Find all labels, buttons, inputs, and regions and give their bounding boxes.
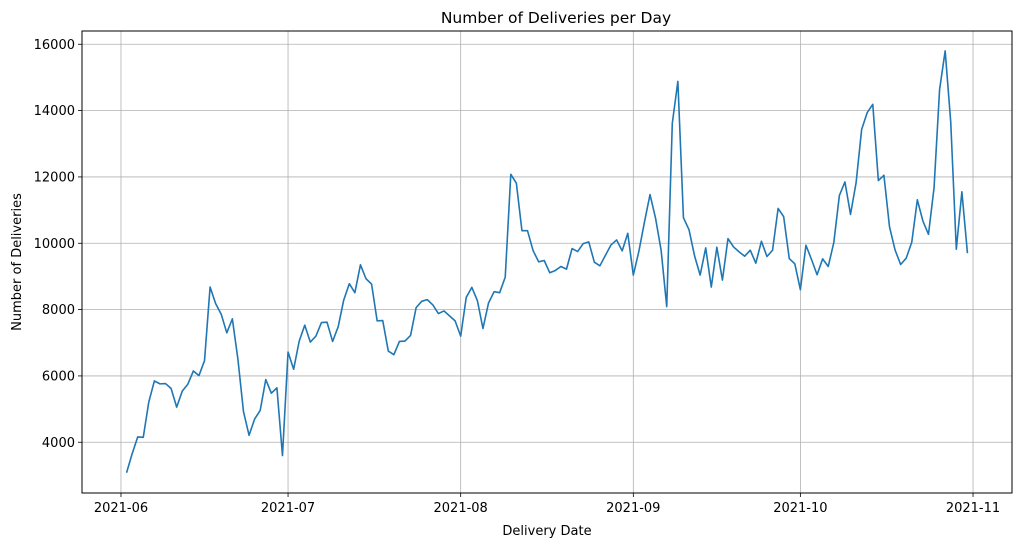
y-tick-label: 4000	[42, 436, 75, 451]
y-tick-label: 16000	[34, 38, 75, 53]
x-tick-label: 2021-11	[946, 501, 1000, 516]
deliveries-line	[125, 50, 969, 473]
y-tick-label: 6000	[42, 369, 75, 384]
x-tick-label: 2021-07	[261, 501, 315, 516]
y-tick-label: 8000	[42, 303, 75, 318]
plot-frame	[81, 30, 1013, 494]
y-tick-label: 12000	[34, 170, 75, 185]
chart-title: Number of Deliveries per Day	[441, 9, 671, 27]
x-axis-title: Delivery Date	[502, 524, 591, 539]
y-axis-ticks: 4000 6000 8000 10000 12000 14000 16000	[34, 38, 82, 451]
grid	[82, 31, 1012, 493]
x-axis-ticks: 2021-06 2021-07 2021-08 2021-09 2021-10 2021-…	[94, 493, 1000, 516]
data-series	[125, 50, 969, 473]
x-tick-label: 2021-09	[606, 501, 660, 516]
y-tick-label: 10000	[34, 237, 75, 252]
x-tick-label: 2021-10	[773, 501, 827, 516]
x-tick-label: 2021-06	[94, 501, 148, 516]
y-tick-label: 14000	[34, 104, 75, 119]
x-tick-label: 2021-08	[434, 501, 488, 516]
y-axis-title: Number of Deliveries	[10, 193, 25, 331]
